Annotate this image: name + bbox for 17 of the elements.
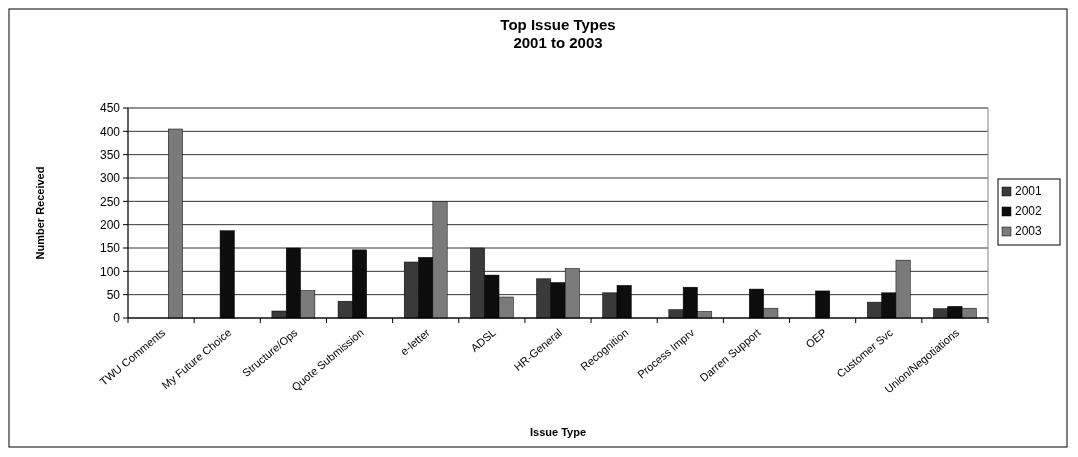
y-tick-label: 150 xyxy=(99,241,121,256)
y-tick-label: 400 xyxy=(99,124,121,139)
y-tick-label: 0 xyxy=(113,311,121,326)
chart-title: Top Issue Types 2001 to 2003 xyxy=(500,16,616,51)
legend-label: 2001 xyxy=(1015,184,1043,199)
y-axis-title: Number Received xyxy=(34,166,46,260)
legend-label: 2003 xyxy=(1015,224,1043,239)
y-tick-label: 250 xyxy=(99,194,121,209)
x-axis-title: Issue Type xyxy=(529,426,587,438)
y-tick-label: 350 xyxy=(99,147,121,162)
y-tick-label: 200 xyxy=(99,217,121,232)
x-tick-label: OEP xyxy=(803,326,829,351)
y-tick-label: 100 xyxy=(99,264,121,279)
legend-label: 2002 xyxy=(1015,204,1043,219)
y-tick-label: 300 xyxy=(99,171,121,186)
y-tick-label: 450 xyxy=(99,101,121,116)
y-tick-label: 50 xyxy=(106,287,121,302)
